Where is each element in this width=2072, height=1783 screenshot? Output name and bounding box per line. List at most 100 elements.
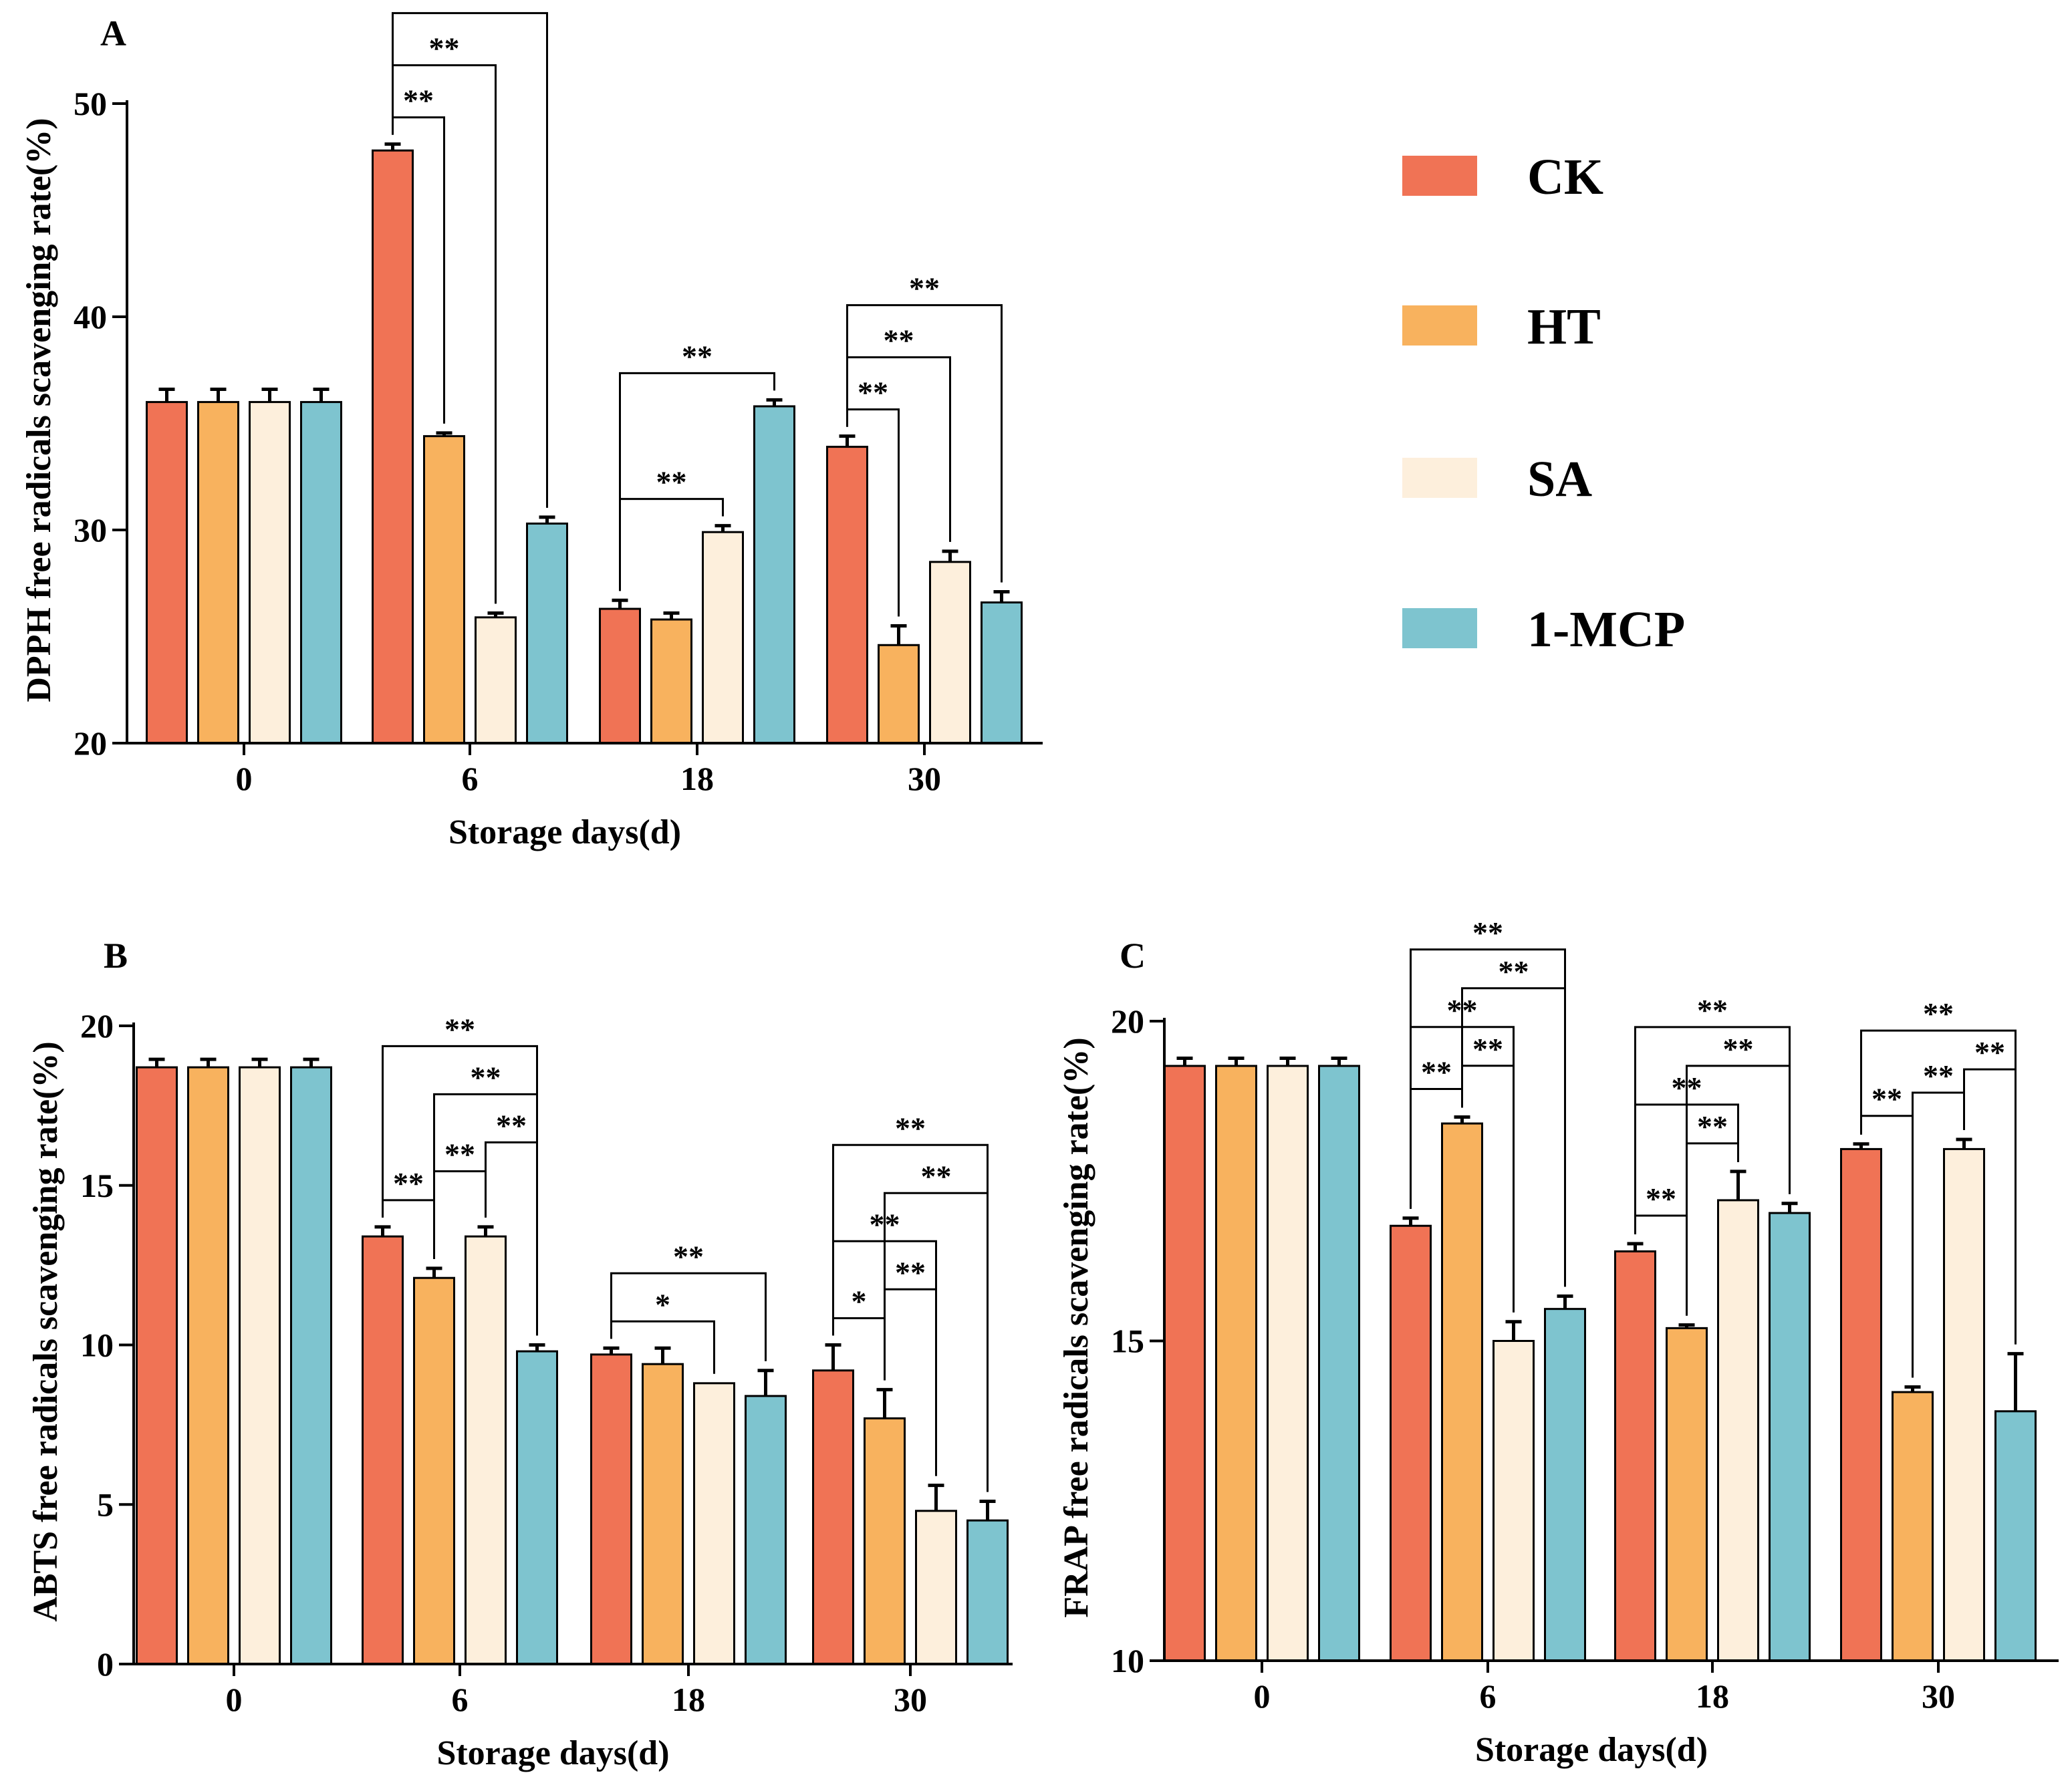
error-bar: [426, 1266, 442, 1278]
significance-label: **: [1923, 996, 1954, 1031]
bar-ht-day-6: [413, 1276, 455, 1665]
significance-label: **: [858, 376, 888, 410]
bar-ht-day-30: [1892, 1391, 1934, 1662]
significance-label: **: [1871, 1082, 1902, 1116]
significance-label: **: [1472, 1032, 1503, 1066]
error-bar: [654, 1346, 671, 1365]
legend-swatch: [1402, 305, 1477, 346]
y-axis-title: FRAP free radicals scavenging rate(%): [1057, 1037, 1095, 1617]
bar-sa-day-0: [239, 1066, 281, 1665]
y-axis-title: ABTS free radicals scavenging rate(%): [27, 1041, 65, 1621]
bar-ck-day-0: [146, 401, 188, 744]
x-tick-label: 18: [672, 1681, 705, 1718]
bar-sa-day-0: [249, 401, 291, 744]
error-bar: [1557, 1294, 1573, 1309]
significance-label: **: [444, 1012, 475, 1046]
legend-item-ht: HT: [1402, 299, 1601, 355]
significance-label: **: [393, 1166, 424, 1200]
legend-swatch: [1402, 458, 1477, 498]
error-bar: [612, 598, 628, 609]
error-bar: [436, 431, 452, 436]
error-bar: [384, 142, 401, 151]
bar-1-mcp-day-30: [981, 601, 1023, 744]
bar-sa-day-6: [465, 1235, 507, 1665]
error-bar: [1402, 1216, 1419, 1226]
x-tick-label: 18: [680, 760, 714, 797]
bar-sa-day-18: [693, 1382, 735, 1665]
bar-sa-day-6: [1493, 1340, 1535, 1662]
legend-label: CK: [1527, 149, 1603, 205]
significance-label: **: [455, 0, 485, 13]
bar-ck-day-6: [372, 149, 414, 744]
error-bar: [477, 1225, 494, 1237]
significance-label: **: [444, 1137, 475, 1172]
error-bar: [1228, 1057, 1245, 1066]
y-tick-label: 20: [80, 1007, 114, 1045]
bar-sa-day-18: [1717, 1199, 1759, 1662]
error-bar: [663, 611, 680, 620]
error-bar: [313, 387, 330, 402]
significance-bracket: [1634, 1026, 1791, 1235]
error-bar: [1904, 1385, 1921, 1393]
x-axis-title: Storage days(d): [436, 1734, 669, 1772]
significance-bracket: [610, 1272, 767, 1361]
legend-swatch: [1402, 608, 1477, 648]
legend-label: HT: [1527, 299, 1601, 355]
significance-label: **: [429, 31, 460, 65]
x-tick-label: 18: [1696, 1677, 1729, 1715]
x-tick-label: 30: [908, 760, 941, 797]
bar-ck-day-18: [599, 607, 641, 744]
bar-1-mcp-day-0: [290, 1066, 332, 1665]
bar-ht-day-0: [1215, 1065, 1257, 1662]
y-tick-label: 20: [1111, 1002, 1144, 1040]
bar-1-mcp-day-18: [753, 405, 795, 744]
bar-ht-day-18: [642, 1363, 684, 1665]
bar-sa-day-30: [929, 561, 971, 744]
bar-1-mcp-day-18: [1769, 1212, 1811, 1662]
y-tick-label: 15: [1111, 1323, 1144, 1360]
significance-bracket: [392, 12, 548, 508]
x-tick-label: 6: [1480, 1677, 1497, 1715]
error-bar: [210, 387, 227, 402]
error-bar: [303, 1057, 319, 1068]
error-bar: [158, 387, 175, 402]
significance-label: *: [655, 1287, 670, 1321]
bar-1-mcp-day-0: [300, 401, 342, 744]
bar-ck-day-30: [1840, 1147, 1882, 1662]
y-tick-label: 10: [80, 1327, 114, 1364]
error-bar: [825, 1343, 841, 1371]
x-axis-title: Storage days(d): [1475, 1731, 1708, 1769]
x-axis-title: Storage days(d): [448, 813, 681, 851]
bar-1-mcp-day-30: [1994, 1410, 2037, 1662]
error-bar: [1853, 1142, 1869, 1149]
error-bar: [757, 1369, 774, 1396]
error-bar: [148, 1057, 165, 1068]
error-bar: [979, 1499, 996, 1521]
error-bar: [876, 1387, 893, 1419]
significance-label: **: [895, 1255, 926, 1289]
significance-bracket: [846, 304, 1003, 583]
significance-bracket: [1410, 948, 1566, 1287]
bar-ht-day-18: [1666, 1327, 1708, 1662]
bar-ck-day-6: [362, 1235, 404, 1665]
error-bar: [993, 590, 1010, 603]
bar-ht-day-0: [197, 401, 239, 744]
bar-sa-day-18: [702, 531, 744, 744]
significance-label: **: [921, 1159, 952, 1193]
x-tick-label: 30: [1922, 1677, 1955, 1715]
y-tick-label: 5: [97, 1486, 114, 1523]
significance-label: **: [1923, 1059, 1954, 1093]
error-bar: [374, 1225, 391, 1237]
bar-1-mcp-day-0: [1318, 1065, 1360, 1662]
error-bar: [928, 1484, 944, 1511]
y-tick-label: 50: [74, 85, 107, 122]
x-tick-label: 0: [1254, 1677, 1271, 1715]
bar-ck-day-6: [1390, 1224, 1432, 1662]
bar-sa-day-30: [1943, 1147, 1985, 1662]
significance-label: **: [1974, 1035, 2005, 1069]
bar-ht-day-6: [1441, 1122, 1483, 1662]
y-tick-label: 20: [74, 724, 107, 762]
significance-label: **: [1499, 954, 1529, 988]
significance-bracket: [382, 1045, 538, 1336]
